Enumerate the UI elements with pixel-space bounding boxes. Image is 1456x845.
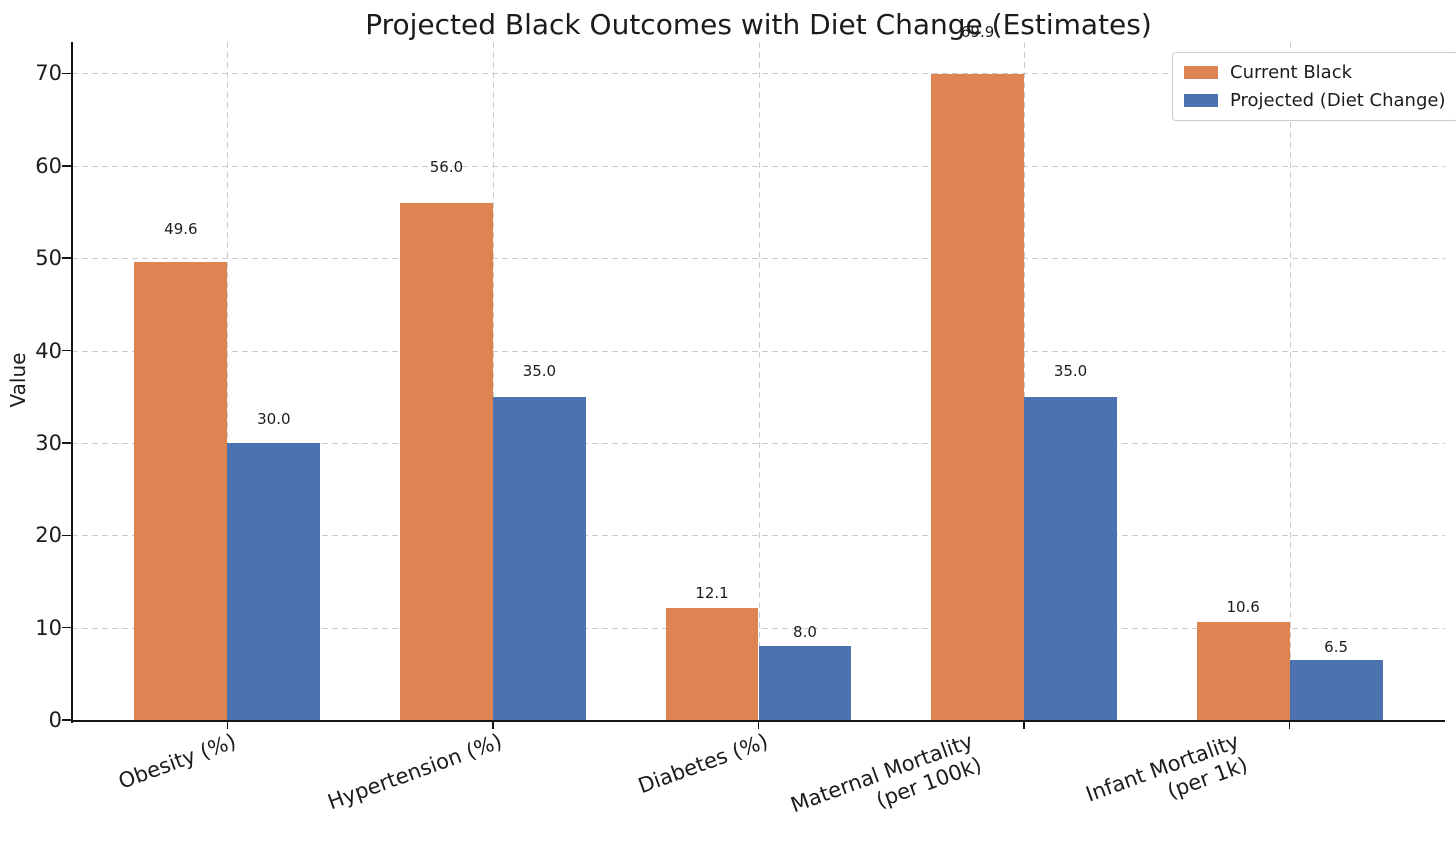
grid-line-vertical xyxy=(1289,42,1291,720)
y-tick xyxy=(62,165,71,167)
bar-value-label: 56.0 xyxy=(429,157,464,176)
bar-value-label: 69.9 xyxy=(960,23,995,42)
y-tick xyxy=(62,442,71,444)
y-tick xyxy=(62,349,71,352)
y-tick-label: 50 xyxy=(35,246,62,271)
grid-line-vertical xyxy=(758,42,760,720)
bar-value-label: 12.1 xyxy=(695,583,729,602)
bar-value-label: 6.5 xyxy=(1324,637,1349,656)
legend-label: Projected (Diet Change) xyxy=(1230,90,1446,111)
x-tick xyxy=(1288,722,1291,729)
y-tick-label: 70 xyxy=(35,61,62,86)
bar-current-black xyxy=(399,202,493,720)
bar-value-label: 49.6 xyxy=(164,219,198,238)
legend-label: Current Black xyxy=(1230,62,1353,83)
y-tick xyxy=(62,72,71,75)
bar-value-label: 10.6 xyxy=(1226,598,1260,617)
legend-item: Projected (Diet Change) xyxy=(1184,90,1445,111)
y-tick xyxy=(62,719,71,721)
x-tick xyxy=(1023,722,1025,729)
legend-swatch-current-black xyxy=(1184,66,1218,79)
y-tick-label: 0 xyxy=(48,708,62,732)
y-tick xyxy=(62,626,71,629)
x-tick xyxy=(757,722,760,729)
bar-projected xyxy=(758,646,852,720)
y-tick-label: 60 xyxy=(35,153,62,178)
bar-current-black xyxy=(665,608,759,720)
y-tick-label: 20 xyxy=(35,523,62,548)
y-tick-label: 10 xyxy=(35,615,62,640)
x-axis-spine xyxy=(70,719,1445,722)
x-tick-label: Hypertension (%) xyxy=(196,729,505,845)
x-tick-label-line: Hypertension (%) xyxy=(324,729,506,815)
bar-value-label: 35.0 xyxy=(522,361,557,380)
grid-line-vertical xyxy=(227,42,229,720)
bar-projected xyxy=(227,442,321,720)
y-tick-label: 40 xyxy=(35,338,62,363)
bar-projected xyxy=(1024,396,1117,720)
x-tick-label: Infant Mortality (per 1k) xyxy=(933,729,1251,845)
legend-item: Current Black xyxy=(1184,62,1445,83)
x-tick xyxy=(492,722,494,729)
bar-value-label: 35.0 xyxy=(1053,361,1088,380)
bar-current-black xyxy=(1196,622,1290,720)
bar-value-label: 8.0 xyxy=(793,623,817,642)
bar-value-label: 30.0 xyxy=(257,410,291,429)
grid-line-vertical xyxy=(1024,42,1026,720)
x-tick-label: Obesity (%) xyxy=(0,729,240,845)
y-tick xyxy=(62,257,71,259)
bar-projected xyxy=(1289,659,1383,720)
legend-swatch-projected xyxy=(1184,94,1218,107)
y-tick-label: 30 xyxy=(35,430,62,455)
y-tick xyxy=(62,534,71,537)
x-tick xyxy=(226,722,229,729)
bar-projected xyxy=(492,396,586,720)
grid-line-vertical xyxy=(492,42,494,720)
chart-title: Projected Black Outcomes with Diet Chang… xyxy=(365,8,1152,41)
x-tick-label-line: Obesity (%) xyxy=(115,729,240,794)
bar-current-black xyxy=(931,74,1025,720)
y-axis-spine xyxy=(70,42,73,723)
legend: Current Black Projected (Diet Change) xyxy=(1172,52,1456,121)
bar-current-black xyxy=(134,261,228,720)
